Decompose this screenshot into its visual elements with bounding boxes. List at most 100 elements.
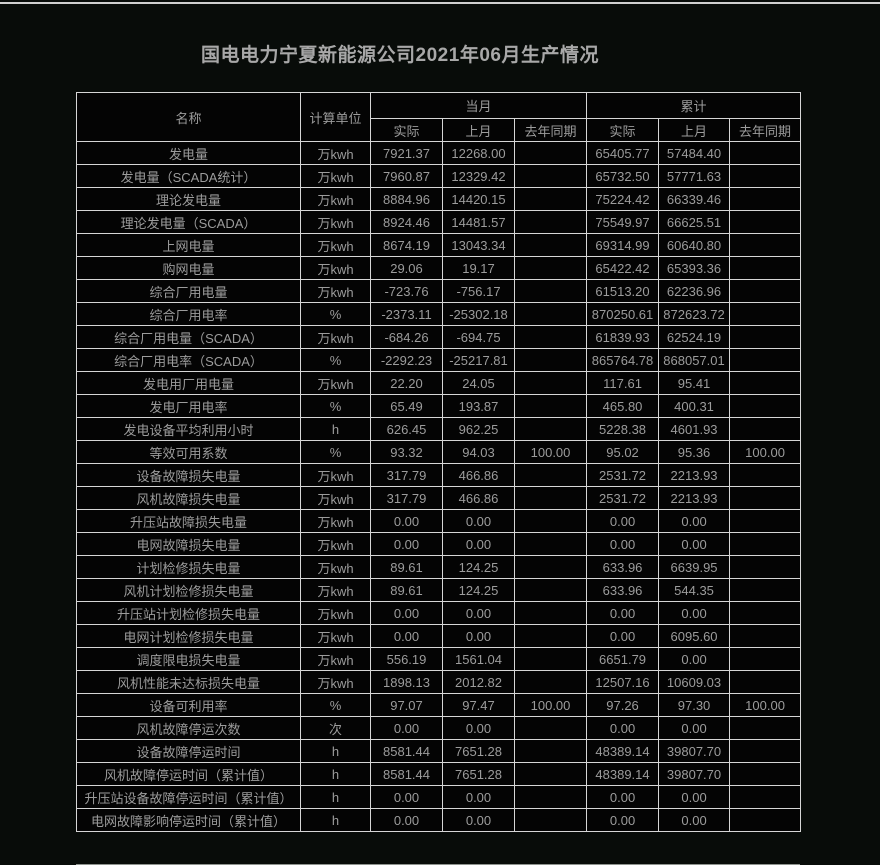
- month-previous-cell: 14420.15: [442, 187, 515, 211]
- indicator-name-cell: 电网故障影响停运时间（累计值）: [76, 808, 301, 832]
- month-last-year-cell: [513, 394, 588, 418]
- month-actual-cell: -2292.23: [370, 348, 443, 372]
- month-last-year-cell: [513, 187, 588, 211]
- month-actual-cell: 0.00: [370, 624, 443, 648]
- total-actual-cell: 633.96: [586, 555, 660, 579]
- header-total-last-year: 去年同期: [729, 118, 802, 142]
- total-actual-cell: 65405.77: [586, 141, 660, 165]
- unit-cell: %: [300, 348, 371, 372]
- total-previous-cell: 57484.40: [658, 141, 731, 165]
- table-row: 综合厂用电量 万kwh -723.76 -756.17 61513.20 622…: [76, 279, 802, 303]
- month-last-year-cell: [513, 555, 588, 579]
- total-last-year-cell: [729, 164, 802, 188]
- month-previous-cell: 0.00: [442, 532, 515, 556]
- month-previous-cell: 14481.57: [442, 210, 515, 234]
- total-previous-cell: 62236.96: [658, 279, 731, 303]
- month-previous-cell: 0.00: [442, 624, 515, 648]
- table-row: 发电设备平均利用小时 h 626.45 962.25 5228.38 4601.…: [76, 417, 802, 441]
- table-body: 发电量 万kwh 7921.37 12268.00 65405.77 57484…: [76, 141, 802, 832]
- month-last-year-cell: [513, 578, 588, 602]
- total-actual-cell: 6651.79: [586, 647, 660, 671]
- unit-cell: 万kwh: [300, 164, 371, 188]
- indicator-name-cell: 设备故障停运时间: [76, 739, 301, 763]
- total-actual-cell: 633.96: [586, 578, 660, 602]
- month-actual-cell: 89.61: [370, 555, 443, 579]
- total-last-year-cell: [729, 716, 802, 740]
- indicator-name-cell: 发电设备平均利用小时: [76, 417, 301, 441]
- month-actual-cell: 317.79: [370, 486, 443, 510]
- unit-cell: 万kwh: [300, 279, 371, 303]
- table-row: 设备故障停运时间 h 8581.44 7651.28 48389.14 3980…: [76, 739, 802, 763]
- month-previous-cell: 19.17: [442, 256, 515, 280]
- total-actual-cell: 0.00: [586, 532, 660, 556]
- table-row: 发电用厂用电量 万kwh 22.20 24.05 117.61 95.41: [76, 371, 802, 395]
- month-previous-cell: 94.03: [442, 440, 515, 464]
- month-previous-cell: 962.25: [442, 417, 515, 441]
- header-total-actual: 实际: [586, 118, 660, 142]
- total-actual-cell: 465.80: [586, 394, 660, 418]
- indicator-name-cell: 风机故障停运次数: [76, 716, 301, 740]
- total-last-year-cell: 100.00: [729, 440, 802, 464]
- header-total-previous: 上月: [658, 118, 731, 142]
- table-header: 名称 计算单位 当月 累计 实际 上月 去年同期 实际 上月 去年同期: [76, 92, 802, 142]
- month-previous-cell: 7651.28: [442, 762, 515, 786]
- indicator-name-cell: 发电用厂用电量: [76, 371, 301, 395]
- month-previous-cell: 0.00: [442, 716, 515, 740]
- header-sub-row: 实际 上月 去年同期 实际 上月 去年同期: [77, 118, 802, 142]
- total-actual-cell: 48389.14: [586, 739, 660, 763]
- month-previous-cell: 13043.34: [442, 233, 515, 257]
- month-actual-cell: 317.79: [370, 463, 443, 487]
- total-previous-cell: 95.41: [658, 371, 731, 395]
- total-previous-cell: 39807.70: [658, 762, 731, 786]
- total-actual-cell: 12507.16: [586, 670, 660, 694]
- unit-cell: 万kwh: [300, 256, 371, 280]
- unit-cell: 万kwh: [300, 670, 371, 694]
- total-last-year-cell: [729, 532, 802, 556]
- total-previous-cell: 4601.93: [658, 417, 731, 441]
- total-actual-cell: 2531.72: [586, 463, 660, 487]
- unit-cell: h: [300, 808, 371, 832]
- top-divider: [0, 2, 880, 4]
- total-last-year-cell: [729, 279, 802, 303]
- total-last-year-cell: [729, 256, 802, 280]
- total-last-year-cell: [729, 509, 802, 533]
- total-previous-cell: 0.00: [658, 509, 731, 533]
- header-group-cumulative: 累计: [586, 92, 802, 119]
- total-last-year-cell: [729, 463, 802, 487]
- total-actual-cell: 0.00: [586, 785, 660, 809]
- month-last-year-cell: [513, 647, 588, 671]
- month-previous-cell: 0.00: [442, 509, 515, 533]
- header-month-last-year: 去年同期: [513, 118, 588, 142]
- total-previous-cell: 2213.93: [658, 463, 731, 487]
- indicator-name-cell: 发电量（SCADA统计）: [76, 164, 301, 188]
- month-last-year-cell: [513, 279, 588, 303]
- month-last-year-cell: [513, 256, 588, 280]
- month-actual-cell: 0.00: [370, 601, 443, 625]
- month-last-year-cell: [513, 716, 588, 740]
- month-last-year-cell: [513, 371, 588, 395]
- month-last-year-cell: [513, 164, 588, 188]
- total-previous-cell: 868057.01: [658, 348, 731, 372]
- month-last-year-cell: [513, 624, 588, 648]
- table-row: 发电厂用电率 % 65.49 193.87 465.80 400.31: [76, 394, 802, 418]
- unit-cell: 万kwh: [300, 555, 371, 579]
- month-actual-cell: -684.26: [370, 325, 443, 349]
- total-last-year-cell: [729, 210, 802, 234]
- month-actual-cell: -723.76: [370, 279, 443, 303]
- unit-cell: 万kwh: [300, 601, 371, 625]
- month-last-year-cell: 100.00: [513, 440, 588, 464]
- month-last-year-cell: [513, 486, 588, 510]
- production-report-table: 名称 计算单位 当月 累计 实际 上月 去年同期 实际 上月 去年同期 发电量 …: [76, 92, 802, 832]
- total-last-year-cell: [729, 670, 802, 694]
- month-previous-cell: 0.00: [442, 808, 515, 832]
- month-previous-cell: 1561.04: [442, 647, 515, 671]
- month-previous-cell: 0.00: [442, 601, 515, 625]
- table-row: 电网计划检修损失电量 万kwh 0.00 0.00 0.00 6095.60: [76, 624, 802, 648]
- month-actual-cell: 8581.44: [370, 739, 443, 763]
- total-actual-cell: 0.00: [586, 509, 660, 533]
- indicator-name-cell: 升压站故障损失电量: [76, 509, 301, 533]
- indicator-name-cell: 上网电量: [76, 233, 301, 257]
- total-actual-cell: 95.02: [586, 440, 660, 464]
- total-actual-cell: 75549.97: [586, 210, 660, 234]
- total-previous-cell: 0.00: [658, 785, 731, 809]
